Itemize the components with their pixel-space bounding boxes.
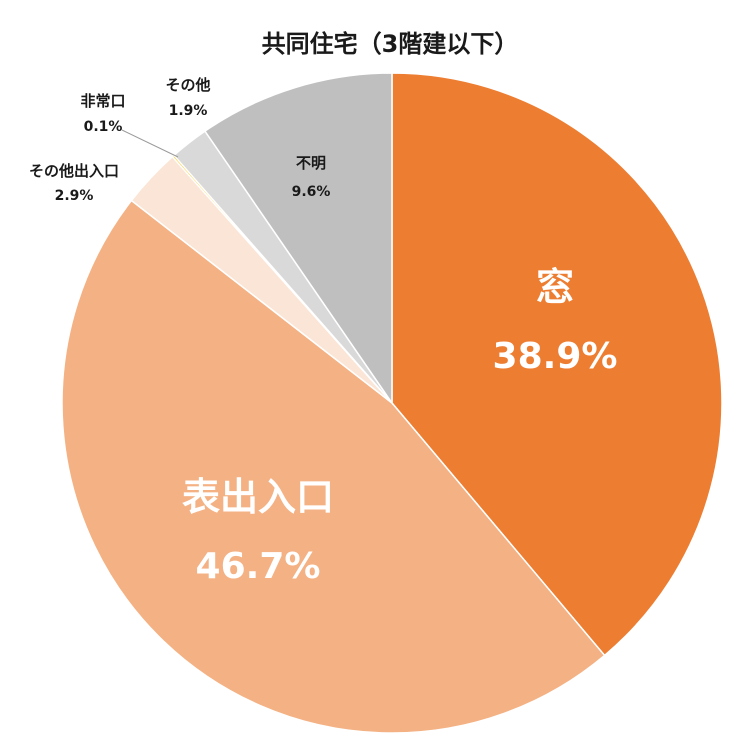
- pie-slice-1: [391, 72, 723, 657]
- slice-label-3: その他出入口: [29, 162, 119, 180]
- pie-slices: [61, 72, 723, 734]
- leader-line-4: [121, 129, 179, 158]
- slice-label-1: 窓: [536, 265, 574, 309]
- slice-value-5: 1.9%: [169, 103, 208, 119]
- slice-value-1: 38.9%: [493, 336, 618, 377]
- slice-label-2: 表出入口: [182, 475, 334, 519]
- slice-value-6: 9.6%: [292, 184, 331, 200]
- slice-value-4: 0.1%: [84, 119, 123, 135]
- slice-label-5: その他: [165, 76, 210, 94]
- slice-value-2: 46.7%: [196, 546, 321, 587]
- slice-label-6: 不明: [296, 154, 326, 172]
- slice-value-3: 2.9%: [55, 188, 94, 204]
- pie-slice-6: [203, 72, 393, 406]
- pie-labels: 窓 38.9% 表出入口 46.7% その他出入口 2.9% 非常口 0.1% その他 1.9% 不…: [29, 76, 617, 587]
- chart-title: 共同住宅（3階建以下）: [262, 30, 519, 58]
- pie-slice-2: [61, 199, 606, 734]
- slice-label-4: 非常口: [80, 92, 125, 110]
